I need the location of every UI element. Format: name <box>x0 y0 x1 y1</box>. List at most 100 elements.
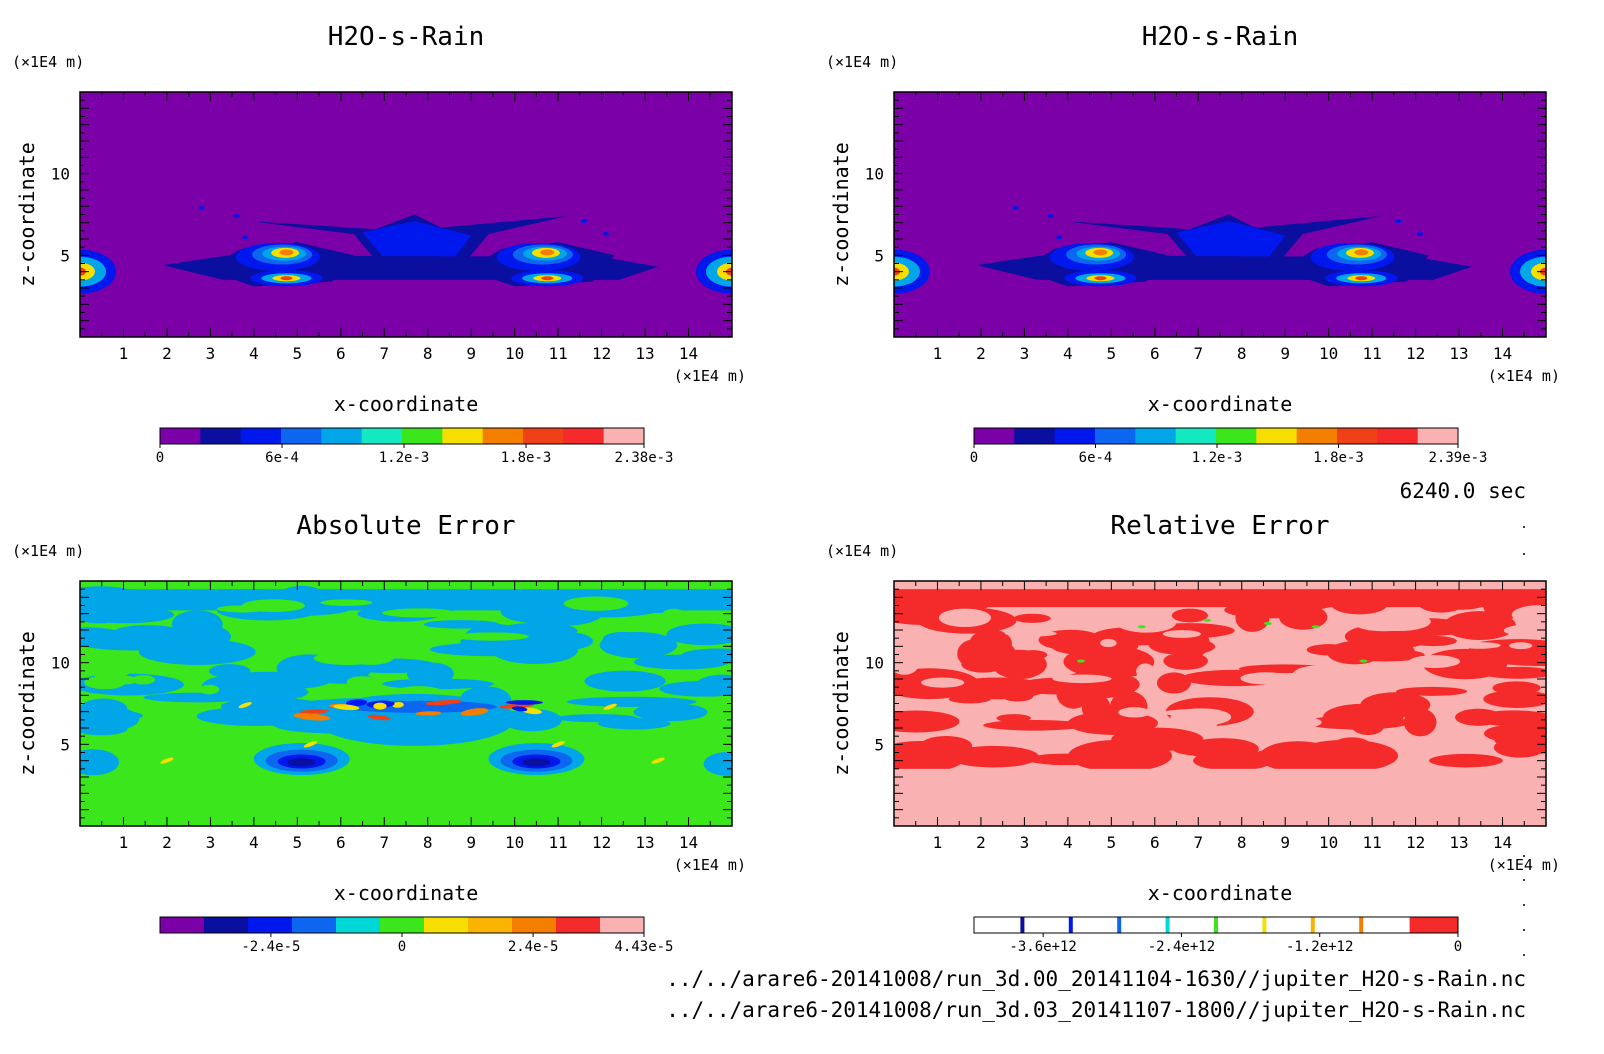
colorbar-segment <box>380 917 425 933</box>
x-tick-label: 5 <box>293 344 303 363</box>
field-contour <box>293 713 331 721</box>
x-tick-label: 10 <box>505 344 524 363</box>
field-contour <box>530 682 583 694</box>
field-contour <box>983 719 1086 731</box>
colorbar-segment <box>1359 917 1364 933</box>
x-tick-label: 13 <box>635 833 654 852</box>
field-contour <box>320 599 373 606</box>
y-tick-label: 10 <box>865 165 884 184</box>
field-contour <box>563 596 629 611</box>
field-contour <box>894 768 1546 826</box>
x-tick-label: 4 <box>1063 344 1073 363</box>
field-contour <box>1004 630 1057 637</box>
colorbar-segment <box>1014 428 1056 444</box>
x-tick-label: 1 <box>119 344 129 363</box>
colorbar-segment <box>442 428 484 444</box>
colorbar-segment <box>1409 917 1458 933</box>
field-contour <box>633 703 708 722</box>
x-tick-label: 2 <box>162 344 172 363</box>
field-contour <box>84 675 126 690</box>
field-contour <box>660 608 688 627</box>
x-tick-label: 8 <box>1237 833 1247 852</box>
x-tick-label: 10 <box>505 833 524 852</box>
y-tick-label: 10 <box>865 654 884 673</box>
x-tick-label: 7 <box>379 833 389 852</box>
field-contour <box>1013 613 1051 623</box>
field-background <box>894 92 1546 337</box>
field-contour <box>425 699 463 706</box>
x-tick-label: 9 <box>466 344 476 363</box>
field-contour <box>1093 249 1108 256</box>
field-contour <box>1110 690 1148 723</box>
colorbar-label: 0 <box>398 939 406 955</box>
chart-panel-3: Relative Error(×1E4 m)1 2 3 4 5 6 7 8 9 10 11 12 13 1… <box>826 511 1560 955</box>
file-path-2: ../../arare6-20141008/run_3d.03_20141107… <box>666 998 1526 1022</box>
colorbar-label: -2.4e+12 <box>1148 939 1215 955</box>
field-contour <box>381 608 457 618</box>
chart-panel-0: H2O-s-Rain(×1E4 m)1 2 3 4 5 6 7 8 9 10 11 12 13 14510… <box>12 22 746 466</box>
x-tick-label: 1 <box>933 833 943 852</box>
colorbar-segment <box>292 917 337 933</box>
field-contour <box>382 678 494 690</box>
x-tick-label: 9 <box>1280 833 1290 852</box>
field-contour <box>1395 219 1402 224</box>
stray-dot <box>1523 879 1525 881</box>
field-contour <box>373 702 387 710</box>
stray-dot <box>1523 929 1525 931</box>
field-contour <box>423 620 500 629</box>
field-contour <box>392 701 404 708</box>
field-contour <box>584 670 666 692</box>
field-contour <box>1429 753 1503 768</box>
colorbar-segment <box>361 428 403 444</box>
field-contour <box>703 751 732 776</box>
x-tick-label: 5 <box>293 833 303 852</box>
y-axis-label: z-coordinate <box>829 142 853 287</box>
x-tick-label: 8 <box>1237 344 1247 363</box>
field-contour <box>1396 686 1468 696</box>
field-contour <box>947 677 1048 700</box>
colorbar-segment <box>1256 428 1298 444</box>
y-tick-label: 5 <box>874 246 884 265</box>
colorbar-segment <box>1310 917 1315 933</box>
field-contour <box>603 703 617 710</box>
field-contour <box>362 221 472 259</box>
x-tick-label: 14 <box>679 833 698 852</box>
field-contour <box>1352 641 1415 660</box>
field-contour <box>894 657 918 675</box>
field-contour <box>1081 693 1111 722</box>
colorbar-segment <box>281 428 322 444</box>
stray-dot <box>1523 553 1525 555</box>
x-tick-label: 3 <box>206 833 216 852</box>
field-contour <box>1493 737 1546 758</box>
x-tick-label: 6 <box>336 833 346 852</box>
x-tick-label: 7 <box>1193 833 1203 852</box>
field-contour <box>279 249 294 256</box>
y-tick-label: 5 <box>60 735 70 754</box>
colorbar-segment <box>1022 917 1071 933</box>
colorbar-frame <box>159 427 645 445</box>
x-tick-label: 11 <box>1363 344 1382 363</box>
x-tick-label: 13 <box>1449 833 1468 852</box>
x-tick-label: 5 <box>1107 833 1117 852</box>
x-axis-label: x-coordinate <box>1148 392 1293 416</box>
field-contour <box>1469 627 1504 640</box>
field-contour <box>258 628 302 637</box>
field-contour <box>511 706 528 712</box>
field-contour <box>1409 635 1457 647</box>
field-contour <box>1136 670 1159 684</box>
field-contour <box>1409 655 1461 668</box>
field-area <box>894 581 1546 826</box>
x-tick-label: 2 <box>162 833 172 852</box>
field-contour <box>1418 595 1465 613</box>
field-contour <box>1416 232 1423 237</box>
field-contour <box>1294 739 1399 772</box>
colorbar-segment <box>402 428 443 444</box>
field-contour <box>602 232 609 237</box>
y-axis-label: z-coordinate <box>15 631 39 776</box>
x-tick-label: 14 <box>1493 344 1512 363</box>
field-contour <box>921 677 965 688</box>
field-contour <box>1457 642 1501 649</box>
colorbar-segment <box>204 917 249 933</box>
field-contour <box>666 623 732 646</box>
